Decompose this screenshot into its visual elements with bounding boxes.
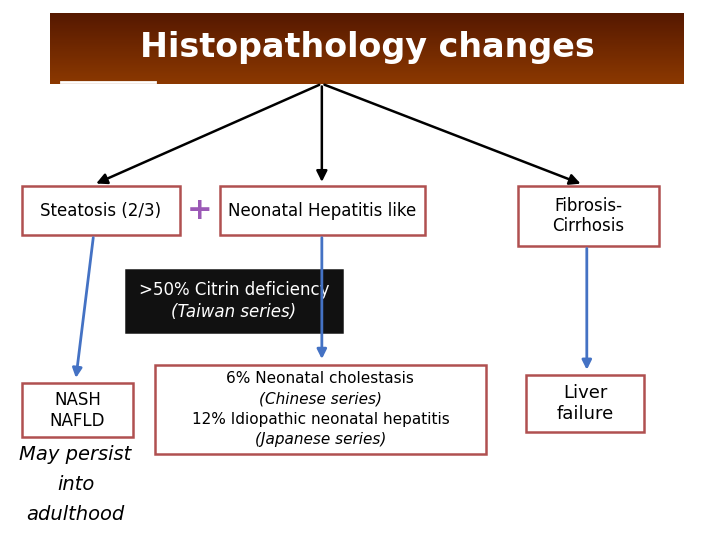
Text: +: + [187, 196, 212, 225]
Bar [50, 25, 684, 26]
Bar [22, 186, 180, 235]
Bar [50, 64, 684, 65]
Bar [50, 78, 684, 79]
Bar [526, 375, 644, 432]
Bar [50, 66, 684, 68]
Bar [50, 76, 684, 77]
Bar [50, 24, 684, 25]
Bar [50, 70, 684, 71]
Bar [50, 31, 684, 32]
Bar [50, 57, 684, 58]
Bar [50, 18, 684, 19]
Bar [50, 30, 684, 31]
Bar [50, 82, 684, 83]
Bar [50, 39, 684, 40]
Bar [50, 29, 684, 30]
Bar [50, 23, 684, 24]
Bar [50, 58, 684, 59]
Bar [22, 383, 133, 437]
Bar [50, 62, 684, 63]
Bar [50, 80, 684, 82]
Text: (Chinese series): (Chinese series) [259, 392, 382, 406]
Text: 12% Idiopathic neonatal hepatitis: 12% Idiopathic neonatal hepatitis [192, 412, 449, 427]
Bar [50, 65, 684, 66]
Bar [155, 364, 486, 454]
Bar [50, 50, 684, 51]
Bar [50, 63, 684, 64]
Text: Liver
failure: Liver failure [557, 384, 613, 423]
Bar [518, 186, 659, 246]
Bar [50, 33, 684, 35]
Bar [50, 52, 684, 53]
Bar [50, 79, 684, 80]
Bar [50, 17, 684, 18]
Bar [50, 51, 684, 52]
Bar [50, 37, 684, 38]
Text: Histopathology changes: Histopathology changes [140, 31, 595, 64]
Bar [50, 68, 684, 69]
Bar [50, 21, 684, 22]
Bar [126, 270, 342, 332]
Bar [50, 44, 684, 45]
Text: adulthood: adulthood [27, 505, 125, 524]
Bar [50, 53, 684, 55]
Bar [50, 35, 684, 36]
Bar [50, 60, 684, 62]
Bar [50, 59, 684, 60]
Bar [50, 26, 684, 28]
Text: into: into [57, 475, 94, 494]
Text: Steatosis (2/3): Steatosis (2/3) [40, 201, 161, 220]
Text: NASH
NAFLD: NASH NAFLD [50, 391, 105, 430]
Text: Neonatal Hepatitis like: Neonatal Hepatitis like [228, 201, 416, 220]
Bar [50, 14, 684, 15]
Bar [50, 19, 684, 21]
Bar [50, 40, 684, 42]
Bar [50, 32, 684, 33]
Bar [50, 46, 684, 48]
Bar [50, 69, 684, 70]
Bar [50, 72, 684, 73]
Bar [220, 186, 425, 235]
Bar [50, 22, 684, 23]
Bar [50, 42, 684, 43]
Bar [50, 15, 684, 16]
Bar [50, 36, 684, 37]
Bar [50, 77, 684, 78]
Bar [50, 83, 684, 84]
Text: 6% Neonatal cholestasis: 6% Neonatal cholestasis [227, 371, 414, 386]
Bar [50, 56, 684, 57]
Bar [50, 49, 684, 50]
Bar [50, 48, 684, 49]
Bar [50, 73, 684, 75]
Bar [50, 38, 684, 39]
Bar [50, 71, 684, 72]
Text: (Japanese series): (Japanese series) [255, 433, 386, 447]
Bar [50, 16, 684, 17]
Text: Fibrosis-
Cirrhosis: Fibrosis- Cirrhosis [552, 197, 625, 235]
Text: >50% Citrin deficiency: >50% Citrin deficiency [139, 281, 329, 299]
Text: (Taiwan series): (Taiwan series) [171, 303, 297, 321]
Text: May persist: May persist [19, 446, 132, 464]
Bar [50, 55, 684, 56]
Bar [50, 75, 684, 76]
Bar [50, 45, 684, 46]
Bar [50, 28, 684, 29]
Bar [50, 43, 684, 44]
